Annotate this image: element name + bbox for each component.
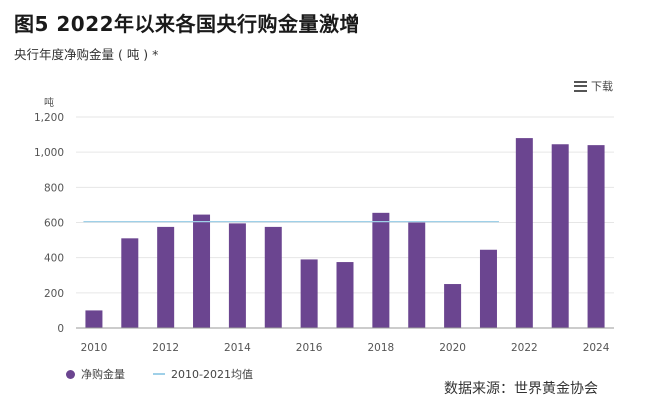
bar-2020 [444,284,462,328]
bar-2014 [228,223,246,328]
x-axis: 2010 2012 2014 2016 2018 2020 2022 2024 [76,327,614,354]
x-tick-label: 2016 [296,342,323,354]
bar-2012 [157,226,175,328]
y-tick-label: 600 [44,218,64,230]
y-tick-label: 400 [44,253,64,265]
x-tick-label: 2022 [511,342,538,354]
bar-2011 [121,238,139,328]
legend-line [153,373,165,375]
y-axis: 吨 0 200 400 600 800 1,000 1,200 [34,96,64,335]
bars [85,138,605,328]
x-tick-label: 2014 [224,342,251,354]
y-tick-label: 1,000 [34,147,64,159]
legend-label-average: 2010-2021均值 [171,368,253,381]
bar-2017 [336,262,354,328]
y-tick-label: 800 [44,182,64,194]
download-label: 下载 [591,80,613,93]
x-tick-label: 2012 [152,342,179,354]
chart-subtitle: 央行年度净购金量 ( 吨 ) * [14,47,159,62]
bar-2018 [372,212,390,328]
legend-dot [66,369,75,379]
bar-2016 [300,259,318,328]
legend: 净购金量 2010-2021均值 [66,366,281,382]
y-tick-label: 1,200 [34,112,64,124]
bar-2019 [408,222,426,328]
y-tick-label: 0 [57,323,64,335]
x-tick-label: 2010 [81,342,108,354]
chart-title: 图5 2022年以来各国央行购金量激增 [14,12,361,36]
download-button[interactable]: 下载 [574,78,613,94]
legend-label-net-purchases: 净购金量 [81,368,125,381]
x-tick-label: 2024 [583,342,610,354]
legend-item-average: 2010-2021均值 [153,366,253,382]
bar-2015 [264,226,282,328]
bar-2010 [85,310,103,328]
bar-2021 [479,249,497,328]
data-source: 数据来源：世界黄金协会 [444,381,598,397]
bar-2023 [551,144,569,328]
menu-icon [574,80,587,92]
x-tick-label: 2018 [367,342,394,354]
bar-2024 [587,145,605,328]
legend-item-net-purchases: 净购金量 [66,366,125,382]
y-tick-label: 200 [44,288,64,300]
bar-2013 [193,214,211,328]
y-axis-unit-label: 吨 [44,96,54,109]
bar-2022 [515,138,533,328]
x-tick-label: 2020 [439,342,466,354]
